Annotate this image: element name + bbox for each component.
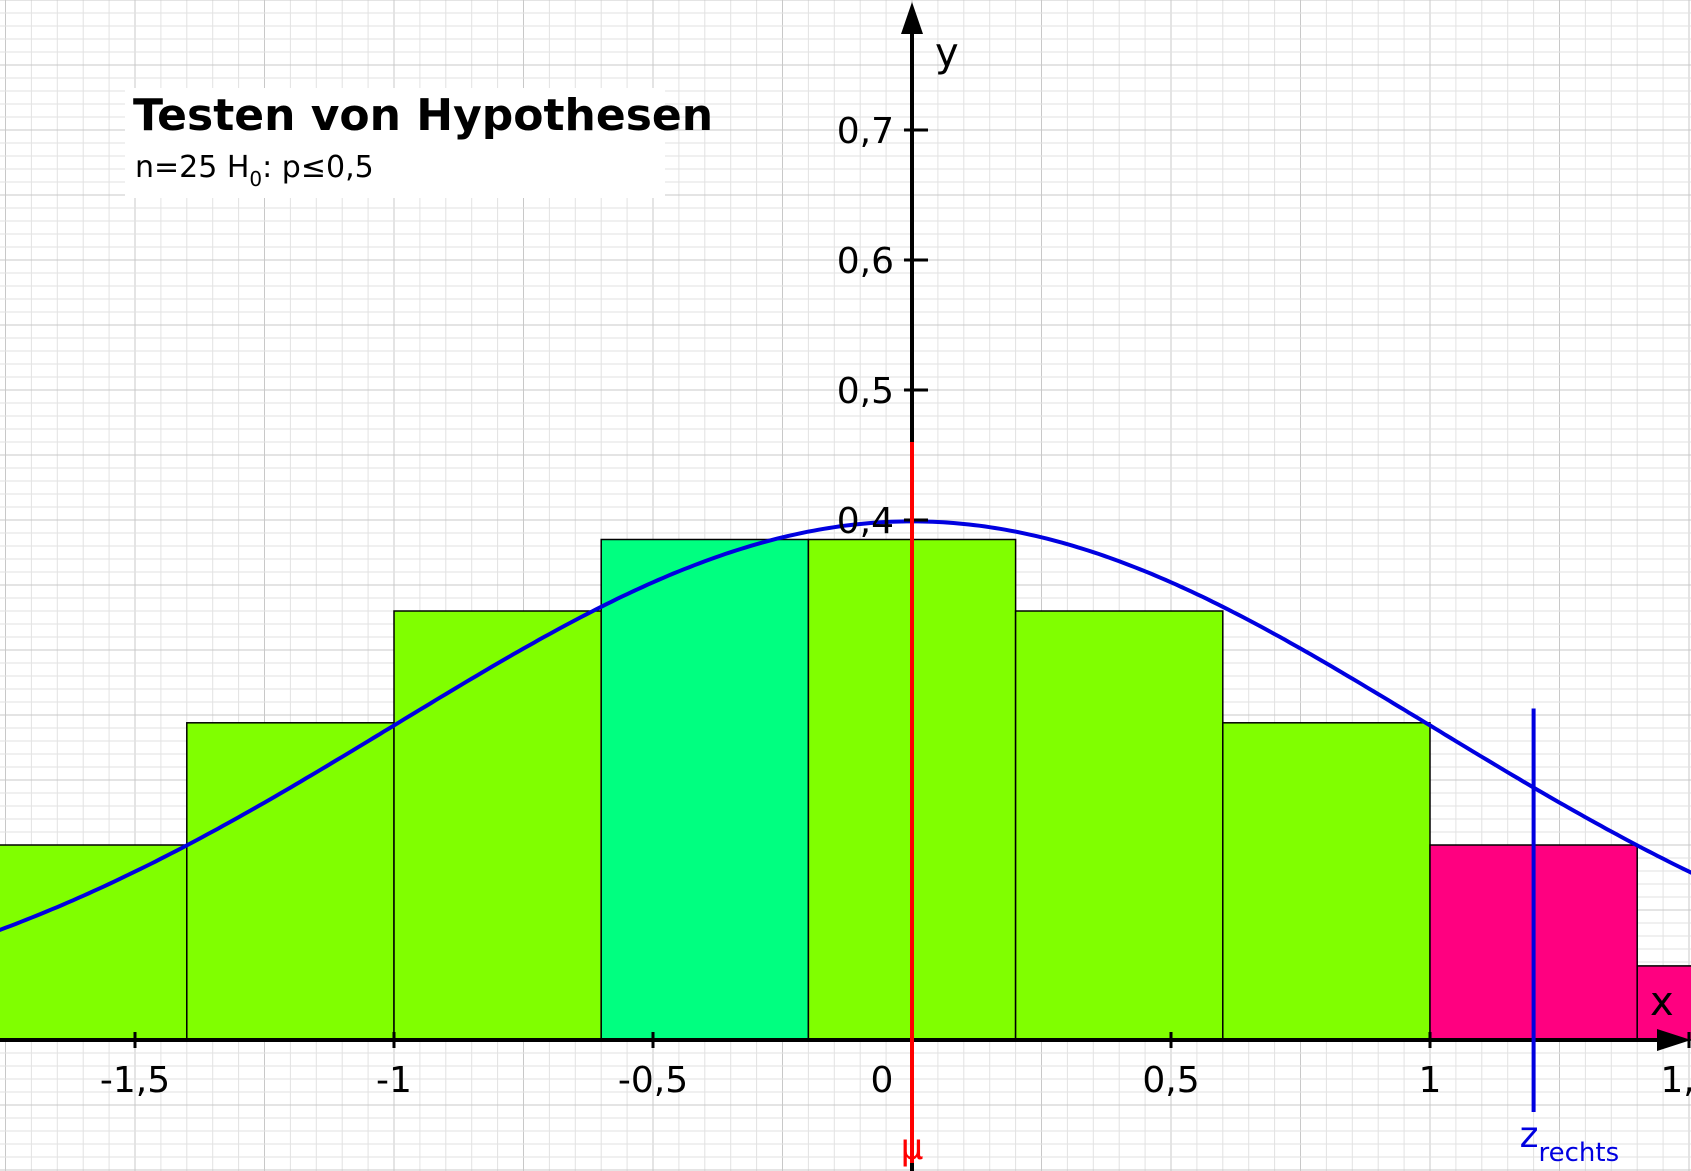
y-axis-label: y: [935, 30, 959, 76]
x-tick-label: -1: [376, 1060, 412, 1101]
normal-curve: [0, 519, 1691, 933]
x-axis-label: x: [1650, 979, 1674, 1025]
y-tick-label: 0,5: [837, 371, 894, 412]
x-tick-label: -0,5: [618, 1060, 688, 1101]
x-tick-label: 0: [871, 1060, 894, 1101]
histogram-bar: [393, 610, 602, 1041]
y-axis-arrow: [901, 2, 923, 34]
y-tick-label: 0,4: [837, 501, 894, 542]
histogram-bar: [1222, 722, 1431, 1041]
x-tick-label: 1,5: [1660, 1060, 1691, 1101]
x-tick-label: 0,5: [1142, 1060, 1199, 1101]
mu-label: μ: [901, 1127, 924, 1168]
histogram-bar: [186, 722, 395, 1041]
tick-labels: -3-2,5-2-1,5-1-0,500,511,522,50,40,50,60…: [100, 111, 1691, 1101]
histogram-bar: [0, 844, 188, 1041]
y-tick-label: 0,7: [837, 111, 894, 152]
chart-title: Testen von Hypothesen: [133, 90, 713, 141]
title-backdrop: [125, 88, 665, 198]
chart-subtitle: n=25 H0: p≤0,5: [135, 150, 374, 191]
histogram-bar: [1014, 610, 1224, 1041]
x-axis-arrow: [1657, 1029, 1691, 1051]
histogram-bar: [600, 538, 810, 1041]
y-tick-label: 0,6: [837, 241, 894, 282]
z-label: zrechts: [1520, 1115, 1620, 1168]
histogram-bar: [1636, 965, 1691, 1041]
x-tick-label: 1: [1419, 1060, 1442, 1101]
markers: μ zrechts: [901, 442, 1620, 1168]
bars: [0, 538, 1691, 1041]
x-tick-label: -1,5: [100, 1060, 170, 1101]
